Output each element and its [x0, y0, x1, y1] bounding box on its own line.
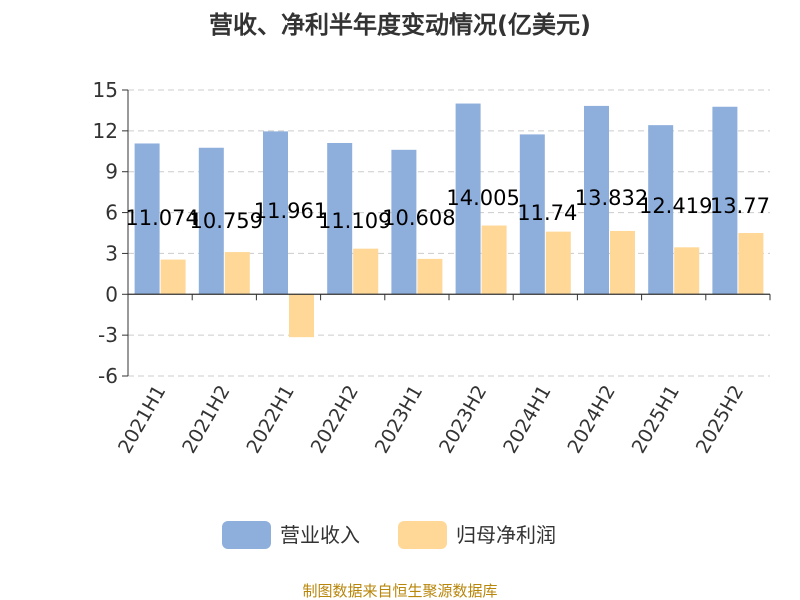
- bar-net-profit[interactable]: [417, 258, 443, 295]
- bar-revenue[interactable]: [584, 105, 609, 295]
- x-tick-label: 2022H1: [242, 382, 298, 458]
- bar-net-profit[interactable]: [610, 230, 635, 295]
- legend[interactable]: 营业收入 归母净利润: [222, 521, 556, 549]
- y-tick-label: 15: [93, 78, 118, 102]
- data-label-revenue: 13.77: [710, 194, 770, 218]
- y-tick-label: 6: [105, 201, 118, 225]
- x-tick-label: 2021H2: [178, 382, 234, 458]
- data-label-revenue: 11.074: [125, 206, 198, 230]
- data-labels: 11.07410.75911.96111.10910.60814.00511.7…: [125, 186, 770, 233]
- y-tick-label: 9: [105, 160, 118, 184]
- bar-revenue[interactable]: [648, 125, 674, 295]
- bar-net-profit[interactable]: [738, 233, 764, 295]
- y-tick-label: -3: [98, 323, 118, 347]
- y-tick-label: 0: [105, 282, 118, 306]
- bar-net-profit[interactable]: [224, 252, 250, 295]
- x-tick-label: 2024H1: [499, 382, 555, 458]
- bar-net-profit[interactable]: [481, 225, 507, 295]
- x-tick-label: 2021H1: [114, 382, 170, 458]
- data-label-revenue: 11.74: [517, 201, 577, 225]
- x-tick-label: 2025H2: [692, 382, 748, 458]
- y-tick-label: 12: [93, 119, 118, 143]
- x-tick-label: 2025H1: [628, 382, 684, 458]
- bar-revenue[interactable]: [263, 131, 288, 295]
- bar-revenue[interactable]: [391, 149, 417, 295]
- bar-net-profit[interactable]: [545, 231, 571, 295]
- bar-revenue[interactable]: [327, 142, 353, 295]
- bar-revenue[interactable]: [712, 106, 738, 295]
- x-tick-label: 2024H2: [563, 382, 619, 458]
- data-label-revenue: 14.005: [446, 186, 519, 210]
- bar-net-profit[interactable]: [353, 248, 379, 295]
- y-tick-label: 3: [105, 241, 118, 265]
- bar-net-profit[interactable]: [289, 294, 314, 338]
- legend-label-revenue[interactable]: 营业收入: [280, 523, 360, 547]
- bar-net-profit[interactable]: [674, 247, 700, 295]
- data-label-revenue: 10.759: [190, 209, 263, 233]
- bar-net-profit[interactable]: [160, 259, 186, 295]
- bar-revenue[interactable]: [198, 147, 224, 295]
- data-label-revenue: 11.109: [318, 209, 391, 233]
- data-label-revenue: 11.961: [254, 199, 327, 223]
- x-tick-label: 2023H1: [371, 382, 427, 458]
- source-note: 制图数据来自恒生聚源数据库: [302, 582, 497, 600]
- y-tick-label: -6: [98, 364, 118, 388]
- x-tick-label: 2022H2: [307, 382, 363, 458]
- chart-title: 营收、净利半年度变动情况(亿美元): [209, 11, 591, 39]
- bar-revenue[interactable]: [519, 134, 545, 295]
- data-label-revenue: 13.832: [575, 186, 648, 210]
- x-tick-label: 2023H2: [435, 381, 491, 457]
- bar-revenue[interactable]: [134, 143, 160, 295]
- grid-lines: [128, 89, 770, 377]
- data-label-revenue: 12.419: [639, 194, 712, 218]
- legend-swatch-revenue[interactable]: [222, 521, 271, 549]
- bar-revenue[interactable]: [455, 103, 481, 295]
- legend-label-net-profit[interactable]: 归母净利润: [456, 523, 556, 547]
- bars: [134, 103, 764, 338]
- data-label-revenue: 10.608: [382, 206, 455, 230]
- legend-swatch-net-profit[interactable]: [398, 521, 447, 549]
